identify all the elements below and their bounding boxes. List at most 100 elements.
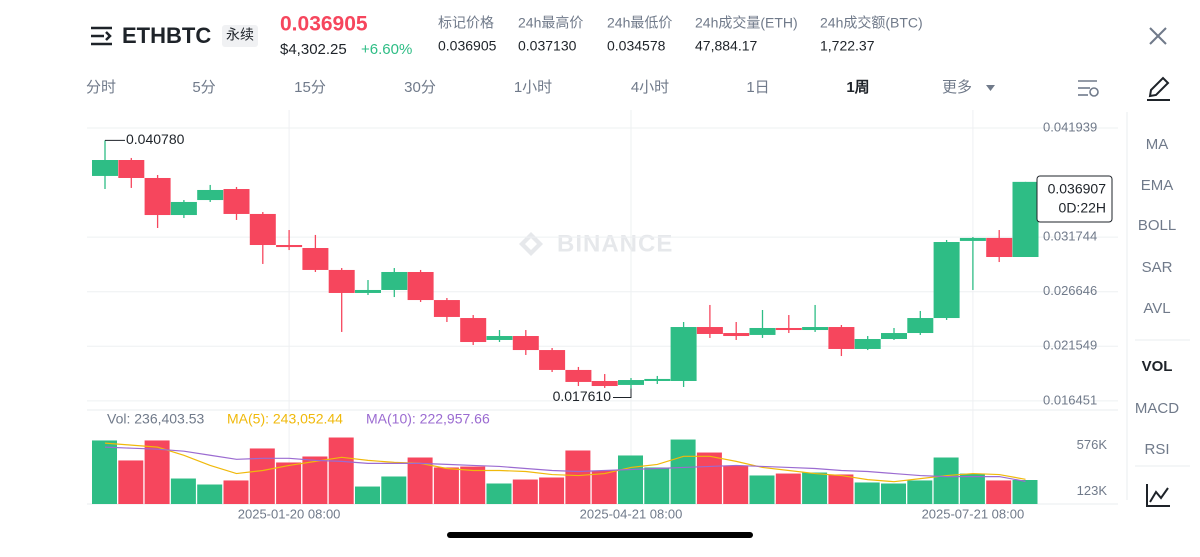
last-price: 0.036905	[280, 13, 368, 36]
candle-body	[591, 380, 618, 387]
high-label: 0.040780	[126, 131, 185, 147]
vol-tick-label: 576K	[1077, 437, 1108, 452]
stat-value: 47,884.17	[695, 38, 757, 54]
timeframe-tab[interactable]: 30分	[404, 79, 436, 96]
indicator-tab[interactable]: VOL	[1142, 358, 1173, 375]
timeframe-tab[interactable]: 15分	[294, 79, 326, 96]
menu-icon[interactable]	[91, 26, 112, 46]
candle-body	[933, 242, 960, 319]
volume-bar	[144, 440, 170, 504]
volume-bar	[1012, 480, 1038, 504]
candle-body	[486, 336, 513, 340]
stat-value: 1,722.37	[820, 38, 875, 54]
last-price-box	[1036, 175, 1113, 223]
watermark: BINANCE	[519, 230, 673, 257]
chart-type-icon[interactable]	[1146, 484, 1170, 507]
stat-label: 标记价格	[438, 15, 494, 31]
stat-value: 0.037130	[518, 38, 577, 54]
close-icon[interactable]	[1149, 27, 1167, 45]
x-tick-label: 2025-01-20 08:00	[238, 506, 341, 521]
volume-bar	[302, 456, 328, 504]
candle-body	[92, 160, 118, 176]
vol-tick-label: 123K	[1077, 483, 1108, 498]
timeframe-tab[interactable]: 4小时	[631, 79, 669, 96]
volume-bar	[223, 480, 249, 504]
candle-body	[144, 177, 171, 216]
candle-body	[907, 318, 934, 334]
stat-value: 0.034578	[607, 38, 666, 54]
x-tick-label: 2025-04-21 08:00	[580, 506, 683, 521]
indicator-tab[interactable]: MA	[1146, 136, 1169, 153]
candle-body	[539, 350, 566, 370]
timeframe-tab[interactable]: 1日	[746, 79, 769, 96]
candle-body	[775, 327, 802, 331]
candle-body	[696, 327, 723, 334]
x-tick-label: 2025-07-21 08:00	[922, 506, 1025, 521]
timeframe-tab[interactable]: 5分	[192, 79, 215, 96]
volume-bar	[460, 466, 486, 504]
candle-body	[407, 271, 434, 301]
indicator-tab[interactable]: EMA	[1141, 177, 1174, 194]
volume-bar	[328, 437, 354, 504]
volume-bar	[197, 484, 223, 504]
volume-bar	[670, 439, 696, 504]
timeframe-tab[interactable]: 1小时	[514, 79, 552, 96]
candle-body	[118, 160, 145, 178]
volume-bar	[539, 477, 565, 504]
volume-bar	[170, 478, 196, 504]
home-indicator	[447, 532, 753, 538]
low-label: 0.017610	[553, 388, 612, 404]
candle-body	[986, 237, 1013, 258]
low-pointer	[613, 388, 632, 398]
candle-body	[881, 333, 907, 340]
y-tick-label: 0.031744	[1043, 229, 1097, 244]
stat-label: 24h最低价	[607, 15, 672, 31]
candle-body	[197, 189, 224, 201]
volume-bar	[591, 470, 617, 504]
indicator-tab[interactable]: BOLL	[1138, 217, 1176, 234]
volume-legend: MA(10): 222,957.66	[366, 411, 490, 427]
draw-icon[interactable]	[1147, 76, 1170, 101]
volume-bar	[696, 452, 722, 504]
badge-bg	[222, 25, 258, 47]
volume-bar	[92, 440, 117, 504]
volume-bar	[276, 462, 302, 504]
indicator-tab[interactable]: RSI	[1144, 441, 1169, 458]
indicator-tab[interactable]: MACD	[1135, 400, 1179, 417]
volume-bar	[433, 467, 459, 504]
y-tick-label: 0.026646	[1043, 283, 1097, 298]
timeframe-tab[interactable]: 更多	[942, 79, 972, 96]
candle-body	[644, 378, 671, 381]
badge: 永续	[226, 27, 254, 43]
volume-bar	[802, 472, 828, 504]
volume-bar	[986, 480, 1012, 504]
candle-body	[802, 327, 829, 331]
candle-body	[355, 289, 381, 293]
stat-label: 24h成交量(ETH)	[695, 15, 798, 31]
stat-label: 24h成交额(BTC)	[820, 15, 923, 31]
timeframe-tab[interactable]: 1周	[846, 79, 869, 96]
volume-bar	[486, 483, 512, 504]
settings-icon[interactable]	[1078, 80, 1099, 97]
timeframe-tab[interactable]: 分时	[86, 79, 116, 96]
y-tick-label: 0.016451	[1043, 392, 1097, 407]
candle-body	[460, 318, 487, 343]
volume-legend: Vol: 236,403.53	[107, 411, 205, 427]
volume-bar	[249, 448, 275, 504]
candle-body	[302, 248, 329, 270]
candle-body	[170, 201, 197, 216]
candle-body	[223, 189, 250, 214]
indicator-tab[interactable]: SAR	[1142, 259, 1173, 276]
last-price-label: 0.036907	[1048, 181, 1107, 197]
volume-bar	[565, 450, 591, 504]
indicator-tab[interactable]: AVL	[1143, 300, 1170, 317]
watermark-text: BINANCE	[557, 230, 673, 257]
candle-body	[959, 237, 986, 241]
volume-bar	[512, 479, 538, 504]
candle-body	[749, 327, 776, 335]
ma-line	[104, 446, 1026, 482]
symbol[interactable]: ETHBTC	[122, 23, 211, 48]
y-tick-label: 0.021549	[1043, 338, 1097, 353]
usd-price: $4,302.25	[280, 41, 347, 58]
